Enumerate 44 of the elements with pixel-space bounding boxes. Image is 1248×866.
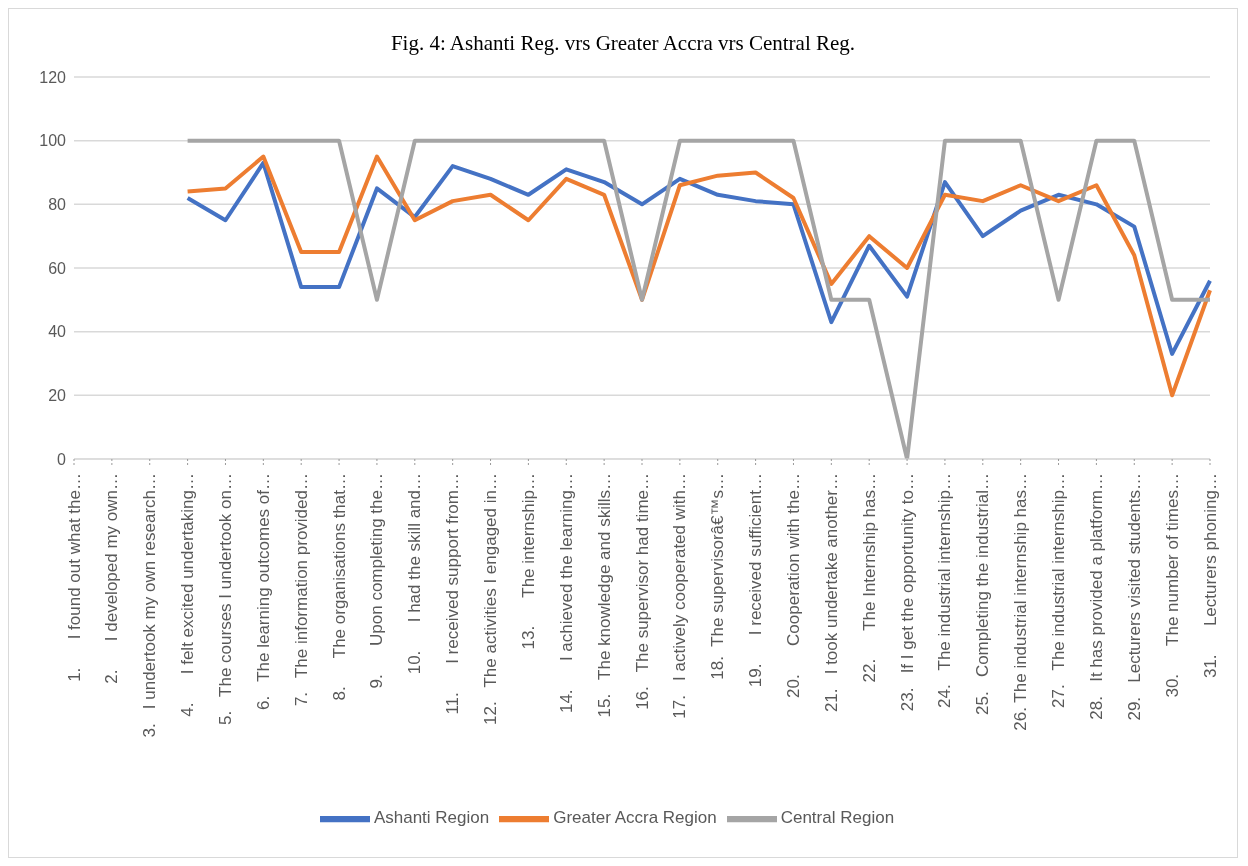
y-tick-label: 80 [48, 196, 67, 214]
x-tick-label: 17. I actively cooperated with… [670, 473, 690, 719]
x-tick-label: 6. The learning outcomes of… [253, 473, 273, 710]
x-tick-label: 27. The industrial internship… [1049, 473, 1069, 708]
x-tick-label: 24. The industrial internship… [935, 473, 955, 708]
x-tick-label: 11. I received support from… [443, 473, 463, 715]
x-tick-label: 9. Upon completing the… [367, 473, 387, 689]
x-tick-label: 15. The knowledge and skills… [594, 473, 614, 718]
x-tick-label: 4. I felt excited undertaking… [178, 473, 198, 717]
y-tick-label: 120 [39, 68, 67, 86]
x-tick-label: 29. Lecturers visited students… [1124, 473, 1144, 721]
x-tick-label: 13. The internship… [518, 473, 538, 650]
y-tick-label: 100 [39, 132, 67, 150]
x-tick-label: 28. It has provided a platform… [1086, 473, 1106, 720]
x-tick-label: 25. Completing the industrial… [973, 473, 993, 715]
x-tick-label: 23. If I get the opportunity to… [897, 473, 917, 712]
legend-label: Greater Accra Region [553, 808, 717, 828]
x-tick-label: 21. I took undertake another… [821, 473, 841, 713]
x-tick-label: 14. I achieved the learning… [556, 473, 576, 714]
x-tick-label: 22. The Internship has… [859, 473, 879, 683]
x-tick-label: 1. I found out what the… [64, 473, 84, 682]
legend-label: Ashanti Region [373, 808, 490, 828]
x-tick-label: 31. Lecturers phoning… [1200, 473, 1220, 679]
x-tick-label: 26. The industrial internship has… [1011, 473, 1031, 731]
chart-title: Fig. 4: Ashanti Reg. vrs Greater Accra vrs Central Reg. [389, 30, 857, 57]
y-tick-label: 0 [57, 450, 67, 468]
x-tick-label: 20. Cooperation with the… [783, 473, 803, 698]
y-tick-label: 20 [48, 387, 67, 405]
y-tick-label: 60 [48, 259, 67, 277]
line-series [185, 160, 1212, 356]
x-tick-label: 12. The activities I engaged in… [481, 473, 501, 726]
x-tick-label: 16. The supervisor had time… [632, 473, 652, 710]
x-tick-label: 3. I undertook my own research… [140, 473, 160, 738]
line-series [185, 154, 1212, 398]
legend-label: Central Region [780, 808, 895, 828]
x-tick-label: 7. The information provided… [291, 473, 311, 707]
x-tick-label: 30. The number of times… [1162, 473, 1182, 698]
x-tick-label: 18. The supervisorâ€™s… [708, 473, 728, 680]
x-tick-label: 2. I developed my own… [102, 473, 122, 684]
x-tick-label: 5. The courses I undertook on… [215, 473, 235, 725]
x-tick-label: 19. I received sufficient… [746, 473, 766, 688]
y-tick-label: 40 [48, 323, 67, 341]
x-tick-label: 8. The organisations that… [329, 473, 349, 701]
x-tick-label: 10. I had the skill and… [405, 473, 425, 675]
